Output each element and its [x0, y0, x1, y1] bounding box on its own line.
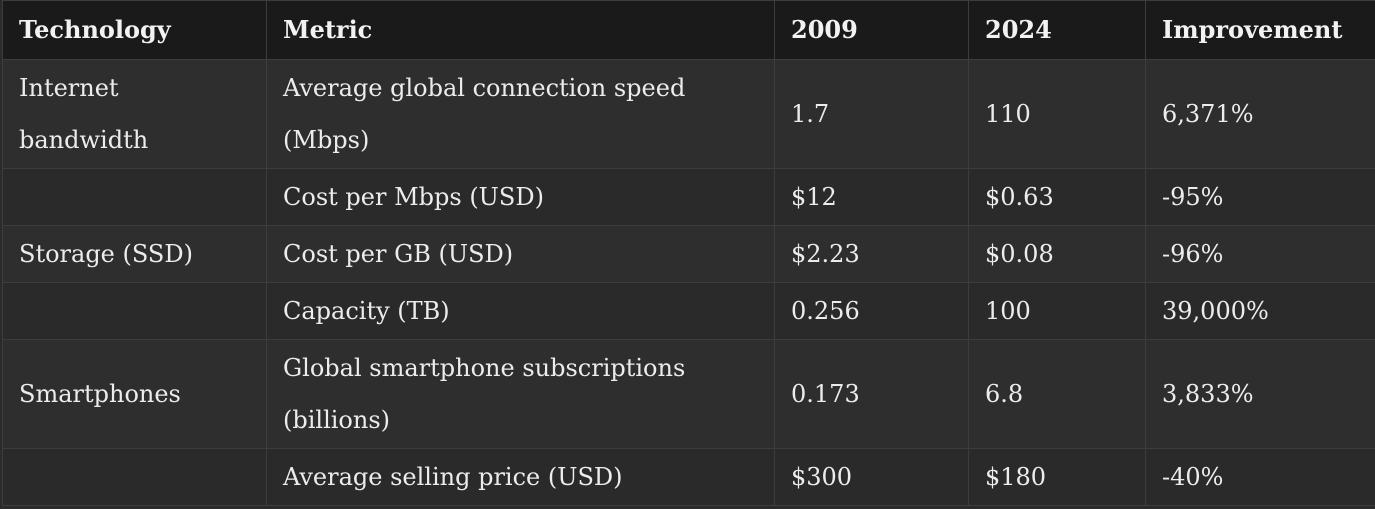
cell-2024: 6.8 [968, 339, 1146, 449]
cell-improvement: 3,833% [1145, 339, 1375, 449]
cell-2009: 0.173 [774, 339, 969, 449]
cell-2009: $300 [774, 448, 969, 506]
cell-improvement: -95% [1145, 168, 1375, 226]
cell-2009: 1.7 [774, 59, 969, 169]
cell-technology [2, 448, 267, 506]
header-metric: Metric [266, 0, 775, 60]
cell-improvement: -40% [1145, 448, 1375, 506]
table-row: Internet bandwidth Average global connec… [2, 59, 1375, 169]
table-row: Average selling price (USD) $300 $180 -4… [2, 448, 1375, 506]
header-2009: 2009 [774, 0, 969, 60]
cell-2024: 110 [968, 59, 1146, 169]
cell-metric: Average selling price (USD) [266, 448, 775, 506]
cell-technology [2, 168, 267, 226]
cell-technology: Internet bandwidth [2, 59, 267, 169]
table-body: Internet bandwidth Average global connec… [2, 59, 1375, 506]
cell-improvement: 6,371% [1145, 59, 1375, 169]
cell-2024: $180 [968, 448, 1146, 506]
header-improvement: Improvement [1145, 0, 1375, 60]
cell-2024: $0.63 [968, 168, 1146, 226]
table-row: Smartphones Global smartphone subscripti… [2, 339, 1375, 449]
cell-improvement: 39,000% [1145, 282, 1375, 340]
header-technology: Technology [2, 0, 267, 60]
table-row: Storage (SSD) Cost per GB (USD) $2.23 $0… [2, 225, 1375, 283]
cell-technology: Storage (SSD) [2, 225, 267, 283]
cell-2009: $12 [774, 168, 969, 226]
cell-2024: 100 [968, 282, 1146, 340]
cell-2009: 0.256 [774, 282, 969, 340]
table-row: Cost per Mbps (USD) $12 $0.63 -95% [2, 168, 1375, 226]
header-row: Technology Metric 2009 2024 Improvement [2, 0, 1375, 60]
cell-metric: Capacity (TB) [266, 282, 775, 340]
cell-metric: Average global connection speed (Mbps) [266, 59, 775, 169]
cell-technology: Smartphones [2, 339, 267, 449]
cell-2024: $0.08 [968, 225, 1146, 283]
cell-technology [2, 282, 267, 340]
cell-2009: $2.23 [774, 225, 969, 283]
header-2024: 2024 [968, 0, 1146, 60]
cell-metric: Global smartphone subscriptions (billion… [266, 339, 775, 449]
table-header: Technology Metric 2009 2024 Improvement [2, 0, 1375, 60]
cell-metric: Cost per Mbps (USD) [266, 168, 775, 226]
table-row: Capacity (TB) 0.256 100 39,000% [2, 282, 1375, 340]
cell-improvement: -96% [1145, 225, 1375, 283]
cell-metric: Cost per GB (USD) [266, 225, 775, 283]
